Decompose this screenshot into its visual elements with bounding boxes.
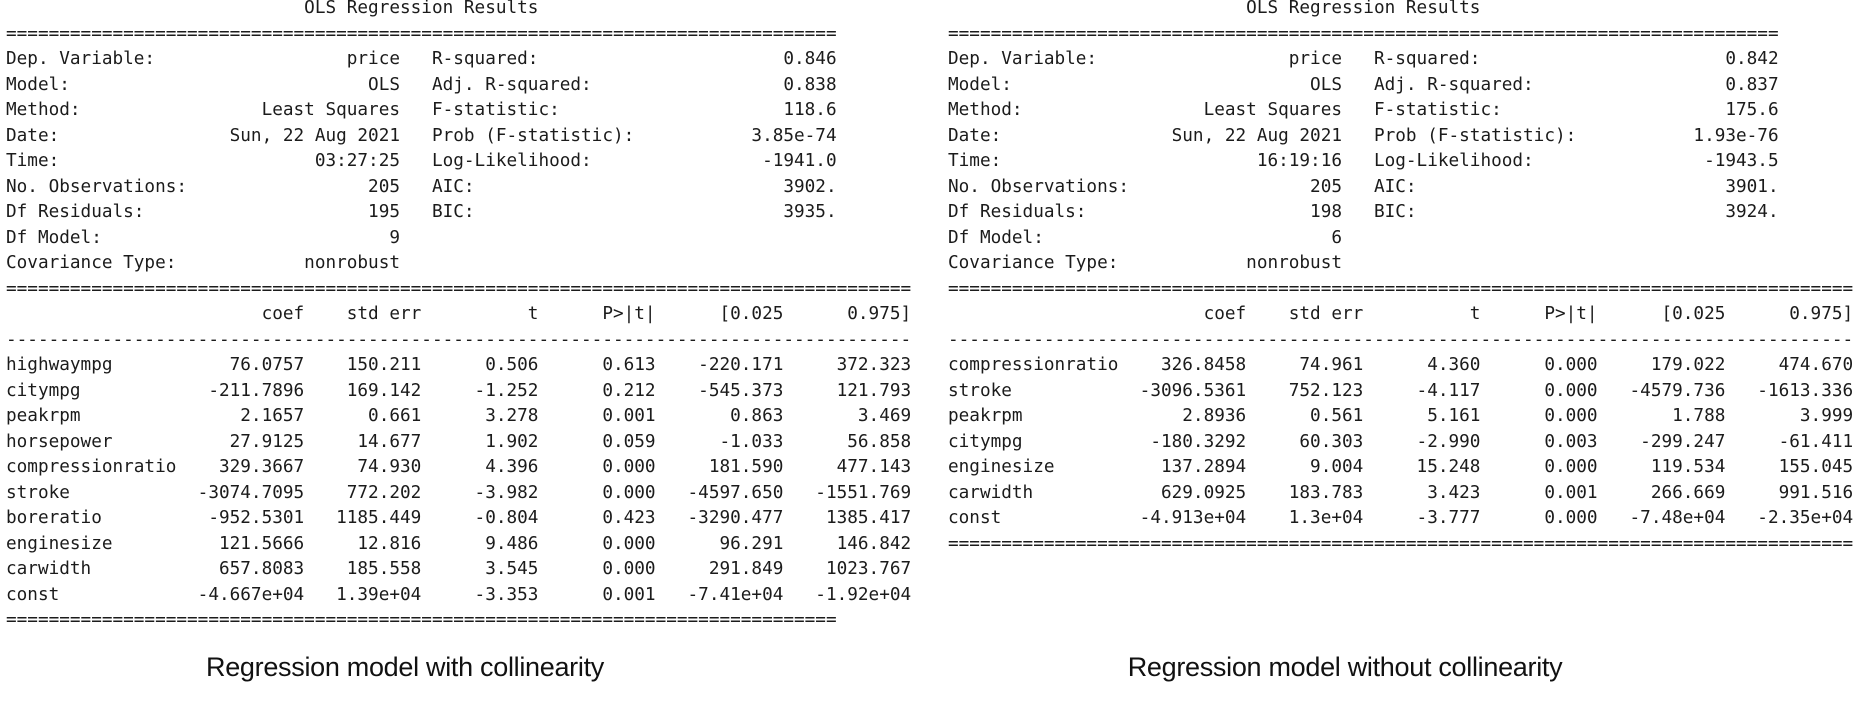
ols-summary-without-collinearity: OLS Regression Results =================… [948, 0, 1854, 554]
ols-summary-with-collinearity: OLS Regression Results =================… [6, 0, 912, 630]
caption-with-collinearity: Regression model with collinearity [206, 652, 604, 682]
caption-without-collinearity: Regression model without collinearity [1127, 652, 1563, 682]
